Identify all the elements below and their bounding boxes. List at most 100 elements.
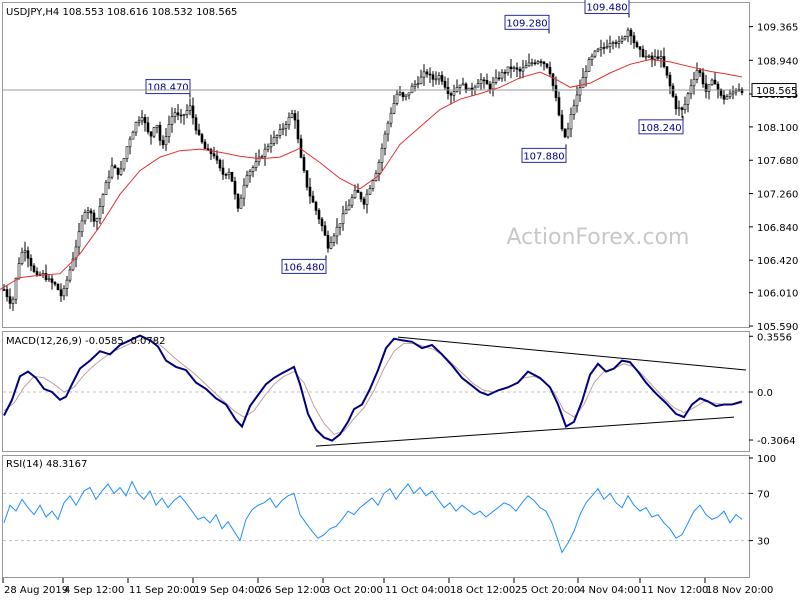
candle-body	[725, 96, 729, 100]
macd-axis: 0.3556 0.0 -0.3064	[749, 332, 796, 447]
candle-body	[713, 79, 717, 85]
candle-body	[239, 197, 243, 209]
candle-body	[587, 59, 591, 72]
candle-body	[308, 186, 312, 197]
candle-body	[305, 170, 309, 188]
candle-body	[134, 122, 138, 133]
candle-body	[56, 283, 60, 291]
candle-body	[398, 92, 402, 95]
rsi-tick-label: 100	[757, 454, 776, 465]
candle-body	[95, 218, 99, 222]
candle-body	[350, 197, 354, 206]
candle-body	[461, 83, 465, 86]
candle-body	[527, 62, 531, 67]
candle-body	[71, 258, 75, 271]
annotation-label: 108.470	[147, 83, 188, 94]
candle-body	[275, 135, 279, 138]
watermark: ActionForex.com	[507, 225, 690, 250]
candle-body	[221, 167, 225, 175]
candle-body	[425, 71, 429, 75]
price-axis: 109.365108.940108.515108.100107.680107.2…	[749, 23, 798, 333]
candle-body	[353, 189, 357, 198]
time-tick-label: 4 Sep 12:00	[64, 585, 124, 596]
candle-body	[623, 36, 627, 40]
candle-body	[47, 278, 51, 281]
candle-body	[215, 155, 219, 161]
candle-body	[251, 167, 255, 172]
candle-body	[116, 167, 120, 175]
candle-body	[479, 79, 483, 84]
time-tick-label: 11 Sep 20:00	[129, 585, 196, 596]
candle-body	[164, 136, 168, 146]
candle-body	[647, 55, 651, 58]
candle-body	[227, 171, 231, 175]
candle-body	[314, 201, 318, 211]
candle-body	[497, 77, 501, 80]
candle-body	[383, 133, 387, 149]
candle-body	[539, 61, 543, 63]
candle-body	[731, 91, 735, 95]
candle-body	[593, 50, 597, 57]
candle-body	[50, 278, 54, 283]
time-tick-label: 4 Nov 04:00	[579, 585, 640, 596]
time-tick-label: 11 Oct 04:00	[385, 585, 450, 596]
candle-body	[482, 79, 486, 82]
candle-body	[11, 298, 15, 304]
candle-body	[257, 156, 261, 163]
candle-body	[530, 62, 534, 65]
candle-body	[722, 95, 726, 100]
candle-body	[245, 175, 249, 186]
candle-body	[509, 66, 513, 70]
candle-body	[26, 250, 30, 259]
candle-body	[113, 165, 117, 169]
candle-body	[491, 82, 495, 90]
candle-body	[428, 73, 432, 76]
candle-body	[494, 77, 498, 83]
candle-body	[392, 103, 396, 114]
candle-body	[584, 71, 588, 78]
candle-body	[506, 66, 510, 73]
candle-body	[326, 234, 330, 249]
candle-body	[107, 176, 111, 183]
candle-body	[335, 226, 339, 237]
candle-body	[86, 210, 90, 213]
candle-body	[533, 62, 537, 65]
candle-body	[485, 80, 489, 85]
candle-body	[104, 182, 108, 195]
candle-body	[179, 114, 183, 117]
candle-body	[521, 67, 525, 72]
candle-body	[551, 73, 555, 86]
candle-body	[209, 149, 213, 155]
price-tick-label: 106.840	[757, 223, 798, 234]
candle-body	[53, 282, 57, 285]
candle-body	[191, 105, 195, 119]
candle-body	[365, 193, 369, 205]
candle-body	[284, 124, 288, 129]
candle-body	[386, 122, 390, 135]
candle-body	[68, 269, 72, 281]
candle-body	[542, 61, 546, 65]
candle-body	[659, 56, 663, 59]
price-tick-label: 107.260	[757, 190, 798, 201]
macd-tick-label: -0.3064	[757, 436, 796, 447]
annotation-label: 109.280	[506, 18, 547, 29]
candle-body	[371, 180, 375, 189]
candle-body	[20, 251, 24, 264]
candle-body	[110, 165, 114, 178]
candle-body	[185, 110, 189, 115]
candle-body	[677, 107, 681, 110]
candle-body	[65, 279, 69, 289]
candle-body	[74, 246, 78, 260]
candle-body	[548, 66, 552, 75]
candle-body	[17, 263, 21, 279]
candle-body	[281, 127, 285, 130]
candle-body	[650, 55, 654, 60]
candle-body	[686, 93, 690, 105]
candle-body	[716, 83, 720, 90]
candle-body	[149, 131, 153, 137]
candle-body	[155, 124, 159, 128]
candle-body	[536, 61, 540, 64]
candle-body	[443, 80, 447, 88]
time-tick-label: 26 Sep 12:00	[259, 585, 326, 596]
